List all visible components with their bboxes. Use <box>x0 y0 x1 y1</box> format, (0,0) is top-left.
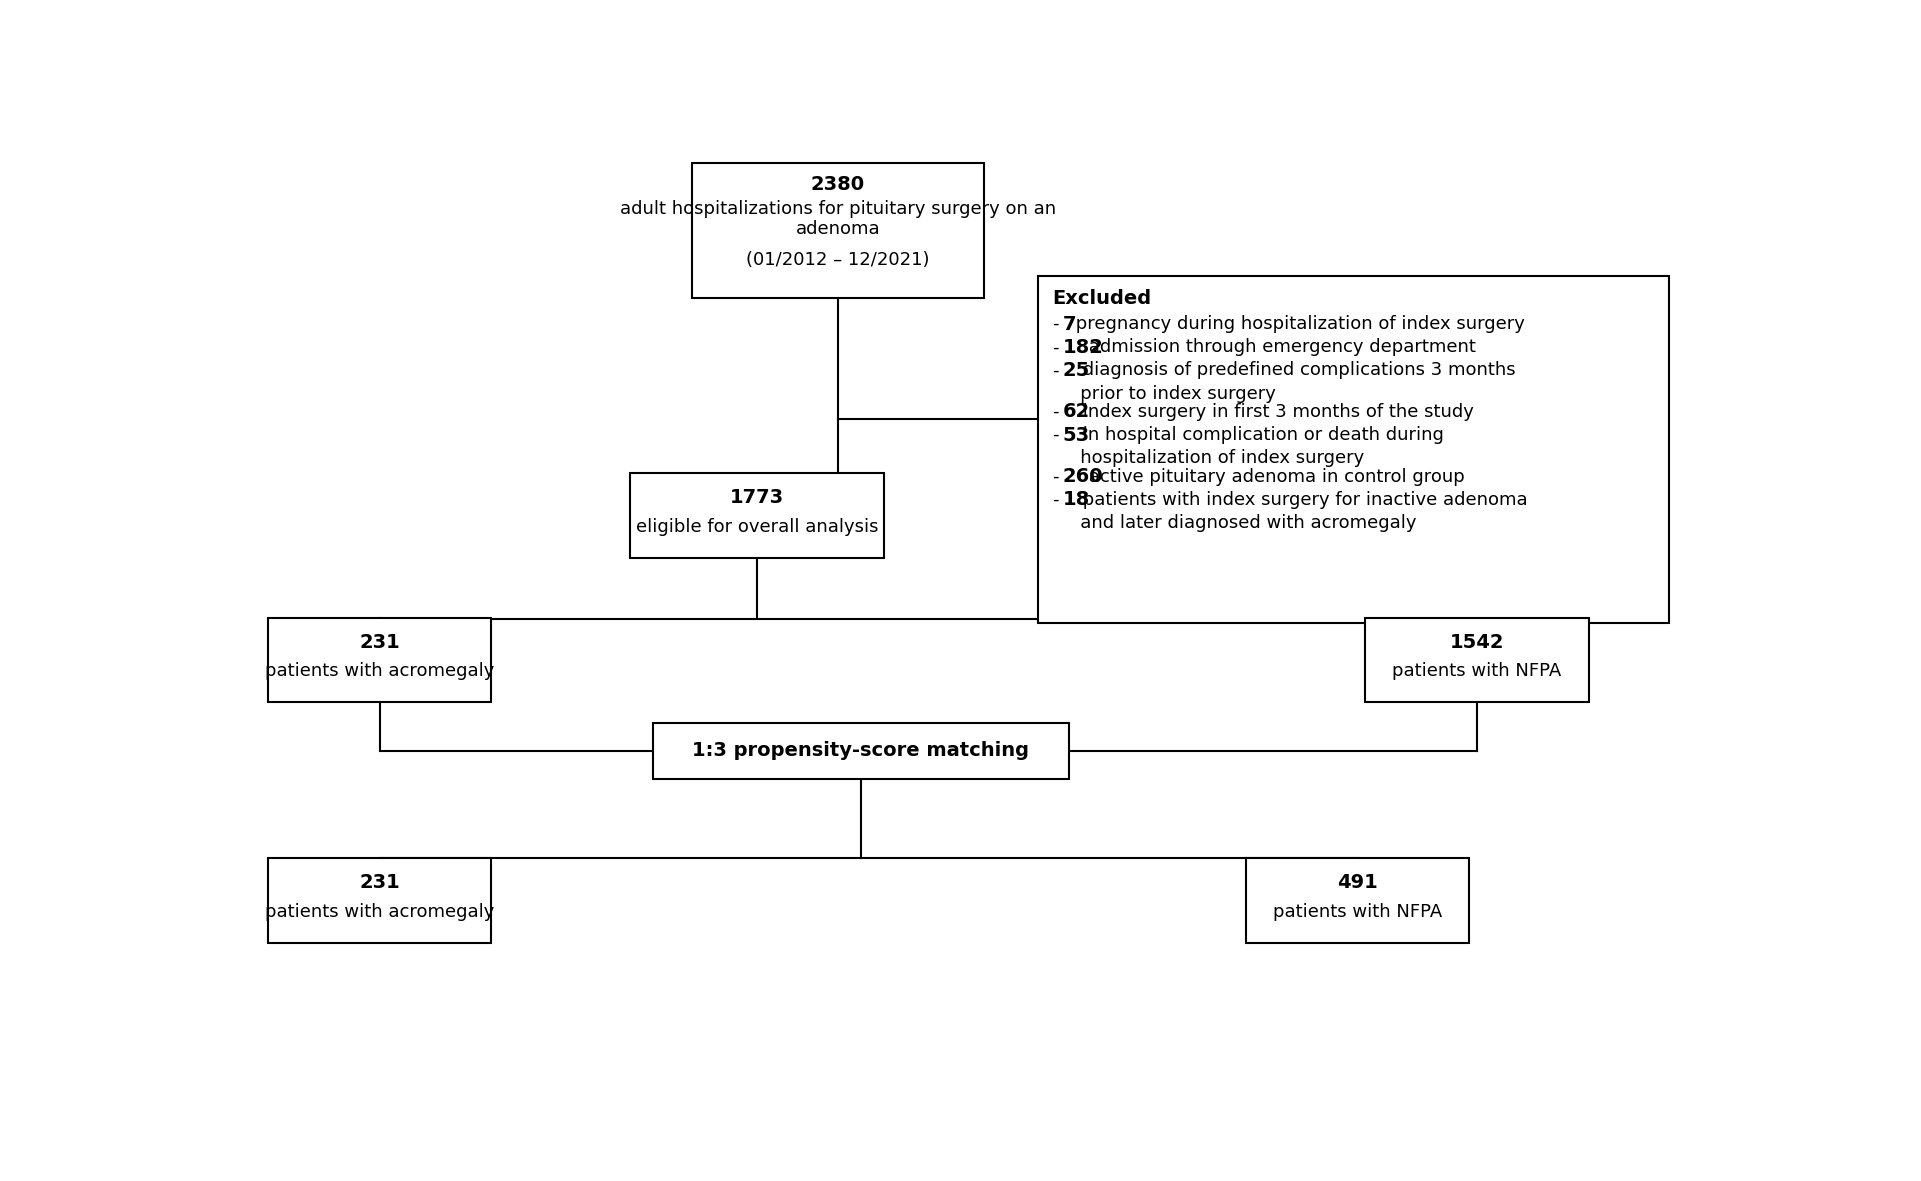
Text: -: - <box>1053 315 1058 333</box>
Text: Excluded: Excluded <box>1053 288 1151 307</box>
Bar <box>269 618 492 703</box>
Text: active pituitary adenoma in control group: active pituitary adenoma in control grou… <box>1083 468 1466 485</box>
Bar <box>653 723 1068 778</box>
Text: -: - <box>1053 468 1058 485</box>
Text: 7: 7 <box>1062 314 1076 334</box>
Bar <box>1037 276 1669 622</box>
Text: 1:3 propensity-score matching: 1:3 propensity-score matching <box>692 742 1030 761</box>
Text: 1542: 1542 <box>1450 633 1504 652</box>
Text: -: - <box>1053 361 1058 379</box>
Text: 491: 491 <box>1337 873 1377 892</box>
Text: -: - <box>1053 403 1058 420</box>
Bar <box>269 857 492 942</box>
Text: -: - <box>1053 491 1058 509</box>
Bar <box>1247 857 1470 942</box>
Text: eligible for overall analysis: eligible for overall analysis <box>636 517 878 536</box>
Bar <box>1366 618 1589 703</box>
Text: 1773: 1773 <box>730 488 784 507</box>
Text: adult hospitalizations for pituitary surgery on an: adult hospitalizations for pituitary sur… <box>620 201 1057 218</box>
Text: 182: 182 <box>1062 338 1103 357</box>
Text: (01/2012 – 12/2021): (01/2012 – 12/2021) <box>745 250 930 268</box>
Text: 62: 62 <box>1062 403 1089 422</box>
Text: patients with NFPA: patients with NFPA <box>1274 902 1443 921</box>
Text: in hospital complication or death during: in hospital complication or death during <box>1076 426 1443 444</box>
Text: and later diagnosed with acromegaly: and later diagnosed with acromegaly <box>1062 514 1416 531</box>
Bar <box>692 163 984 298</box>
Text: pregnancy during hospitalization of index surgery: pregnancy during hospitalization of inde… <box>1070 315 1525 333</box>
Text: 18: 18 <box>1062 490 1089 509</box>
Text: patients with NFPA: patients with NFPA <box>1393 663 1562 680</box>
Text: patients with acromegaly: patients with acromegaly <box>265 663 494 680</box>
Text: diagnosis of predefined complications 3 months: diagnosis of predefined complications 3 … <box>1076 361 1516 379</box>
Text: 231: 231 <box>359 633 400 652</box>
Text: admission through emergency department: admission through emergency department <box>1083 338 1477 357</box>
Text: hospitalization of index surgery: hospitalization of index surgery <box>1062 449 1364 468</box>
Text: -: - <box>1053 338 1058 357</box>
Text: 25: 25 <box>1062 361 1089 380</box>
Text: 231: 231 <box>359 873 400 892</box>
Text: prior to index surgery: prior to index surgery <box>1062 385 1276 403</box>
Text: -: - <box>1053 426 1058 444</box>
Text: adenoma: adenoma <box>795 220 880 237</box>
Text: index surgery in first 3 months of the study: index surgery in first 3 months of the s… <box>1076 403 1473 420</box>
Text: patients with acromegaly: patients with acromegaly <box>265 902 494 921</box>
Text: 53: 53 <box>1062 425 1089 444</box>
Text: 260: 260 <box>1062 468 1103 487</box>
Text: 2380: 2380 <box>811 175 864 195</box>
Text: patients with index surgery for inactive adenoma: patients with index surgery for inactive… <box>1076 491 1527 509</box>
Bar <box>630 472 884 557</box>
